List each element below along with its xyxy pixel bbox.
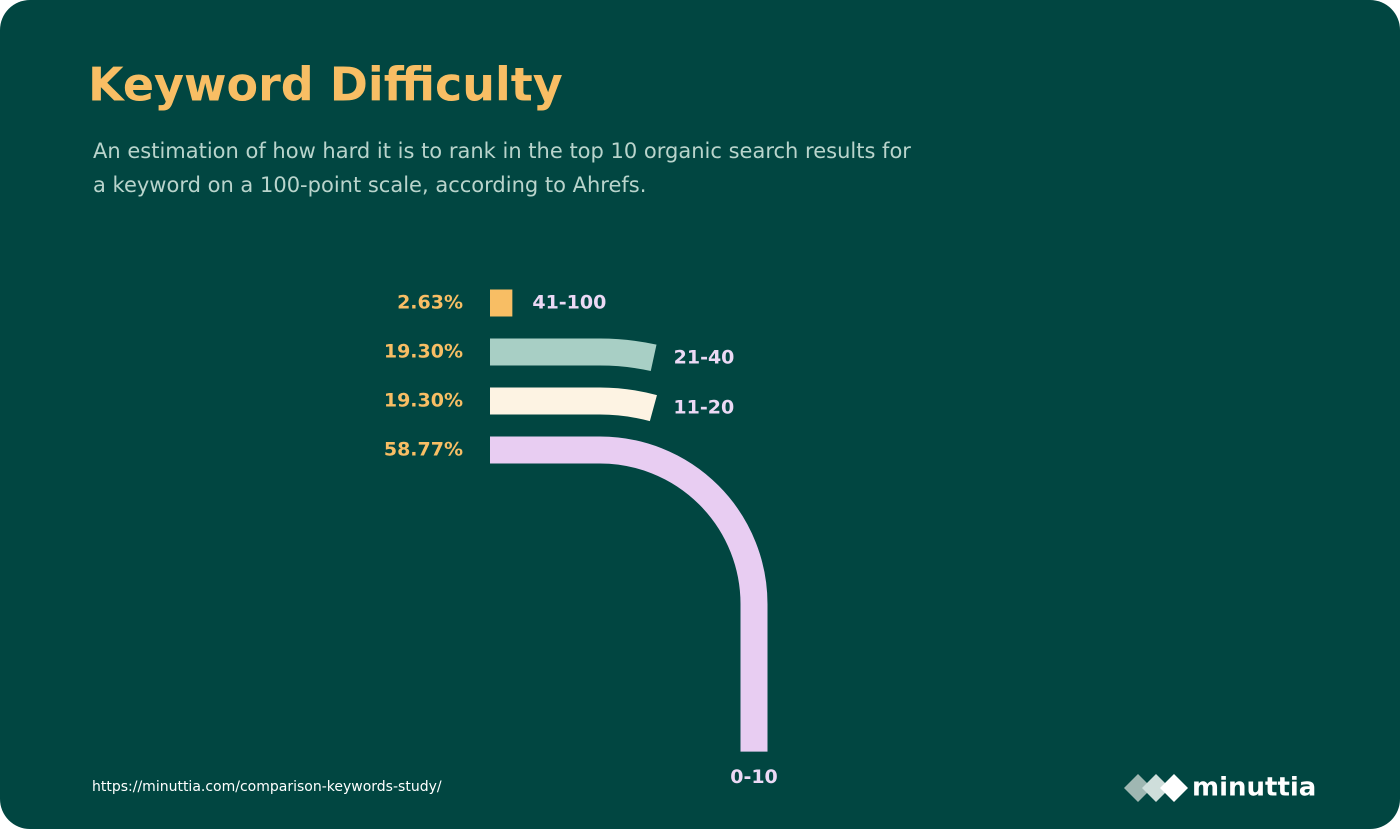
source-url[interactable]: https://minuttia.com/comparison-keywords… xyxy=(92,779,442,795)
category-label: 0-10 xyxy=(730,766,778,788)
bar xyxy=(490,338,657,372)
category-label: 21-40 xyxy=(674,346,735,368)
logo-icon xyxy=(1124,774,1188,802)
category-label: 11-20 xyxy=(673,397,734,419)
subtitle-line: a keyword on a 100-point scale, accordin… xyxy=(93,173,646,197)
chart-title: Keyword Difficulty xyxy=(88,58,563,112)
value-label: 19.30% xyxy=(384,341,463,363)
brand: minuttia xyxy=(1192,773,1316,803)
value-label: 19.30% xyxy=(384,390,463,412)
subtitle-line: An estimation of how hard it is to rank … xyxy=(93,139,911,163)
value-label: 2.63% xyxy=(397,292,463,314)
value-label: 58.77% xyxy=(384,439,463,461)
bar xyxy=(490,436,768,752)
bar xyxy=(490,387,657,422)
category-label: 41-100 xyxy=(532,292,606,314)
